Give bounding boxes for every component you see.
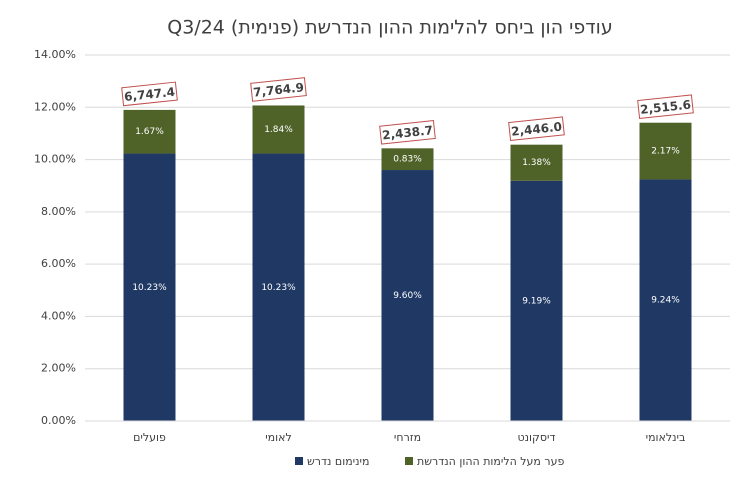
bar-segment xyxy=(381,170,434,421)
annotation-text: 6,747.4 xyxy=(124,85,176,104)
annotation-box xyxy=(121,81,178,107)
y-tick-label: 2.00% xyxy=(41,362,76,375)
data-label: 10.23% xyxy=(132,283,167,293)
annotation-box xyxy=(637,94,694,120)
bar-segment xyxy=(381,148,434,171)
y-tick-label: 12.00% xyxy=(34,100,76,113)
x-tick-label: בינלאומי xyxy=(646,431,686,444)
annotation: 6,747.4 xyxy=(121,81,178,107)
legend-swatch xyxy=(295,457,303,465)
annotation-box xyxy=(508,116,565,141)
bar-segment xyxy=(510,180,563,421)
y-tick-label: 10.00% xyxy=(34,153,76,166)
annotation: 7,764.9 xyxy=(250,77,307,102)
data-label: 9.19% xyxy=(522,296,551,306)
data-label: 1.84% xyxy=(264,125,293,135)
bar-segment xyxy=(639,122,692,180)
legend-swatch xyxy=(405,457,413,465)
bar-segment xyxy=(123,153,176,421)
x-tick-label: לאומי xyxy=(265,431,292,444)
data-label: 1.38% xyxy=(522,158,551,168)
bar-segment xyxy=(639,179,692,421)
y-tick-label: 6.00% xyxy=(41,257,76,270)
annotation: 2,438.7 xyxy=(379,120,436,145)
legend-label: פער מעל הלימות ההון הנדרשת xyxy=(417,455,564,468)
data-label: 9.60% xyxy=(393,291,422,301)
annotation-text: 2,515.6 xyxy=(640,98,692,117)
annotation: 2,515.6 xyxy=(637,94,694,120)
y-tick-label: 0.00% xyxy=(41,414,76,427)
x-tick-label: פועלים xyxy=(133,431,166,444)
bar-segment xyxy=(252,105,305,154)
data-label: 10.23% xyxy=(261,283,296,293)
legend-label: מינימום נדרש xyxy=(307,455,369,468)
annotation-text: 2,438.7 xyxy=(382,123,434,142)
annotation-text: 2,446.0 xyxy=(511,120,563,139)
annotation-box xyxy=(250,77,307,102)
data-label: 1.67% xyxy=(135,127,164,137)
annotation-box xyxy=(379,120,436,145)
chart-title: עודפי הון ביחס להלימות ההון הנדרשת (פנימ… xyxy=(167,17,612,39)
bar-segment xyxy=(510,144,563,181)
y-tick-label: 4.00% xyxy=(41,309,76,322)
y-tick-label: 8.00% xyxy=(41,205,76,218)
bar-segment xyxy=(123,109,176,154)
data-label: 2.17% xyxy=(651,147,680,157)
x-tick-label: דיסקונט xyxy=(518,431,556,444)
data-label: 9.24% xyxy=(651,296,680,306)
y-tick-label: 14.00% xyxy=(34,48,76,61)
annotation-text: 7,764.9 xyxy=(253,80,305,99)
x-tick-label: מזרחי xyxy=(394,431,421,444)
annotation: 2,446.0 xyxy=(508,116,565,141)
bar-segment xyxy=(252,153,305,421)
data-label: 0.83% xyxy=(393,155,422,165)
